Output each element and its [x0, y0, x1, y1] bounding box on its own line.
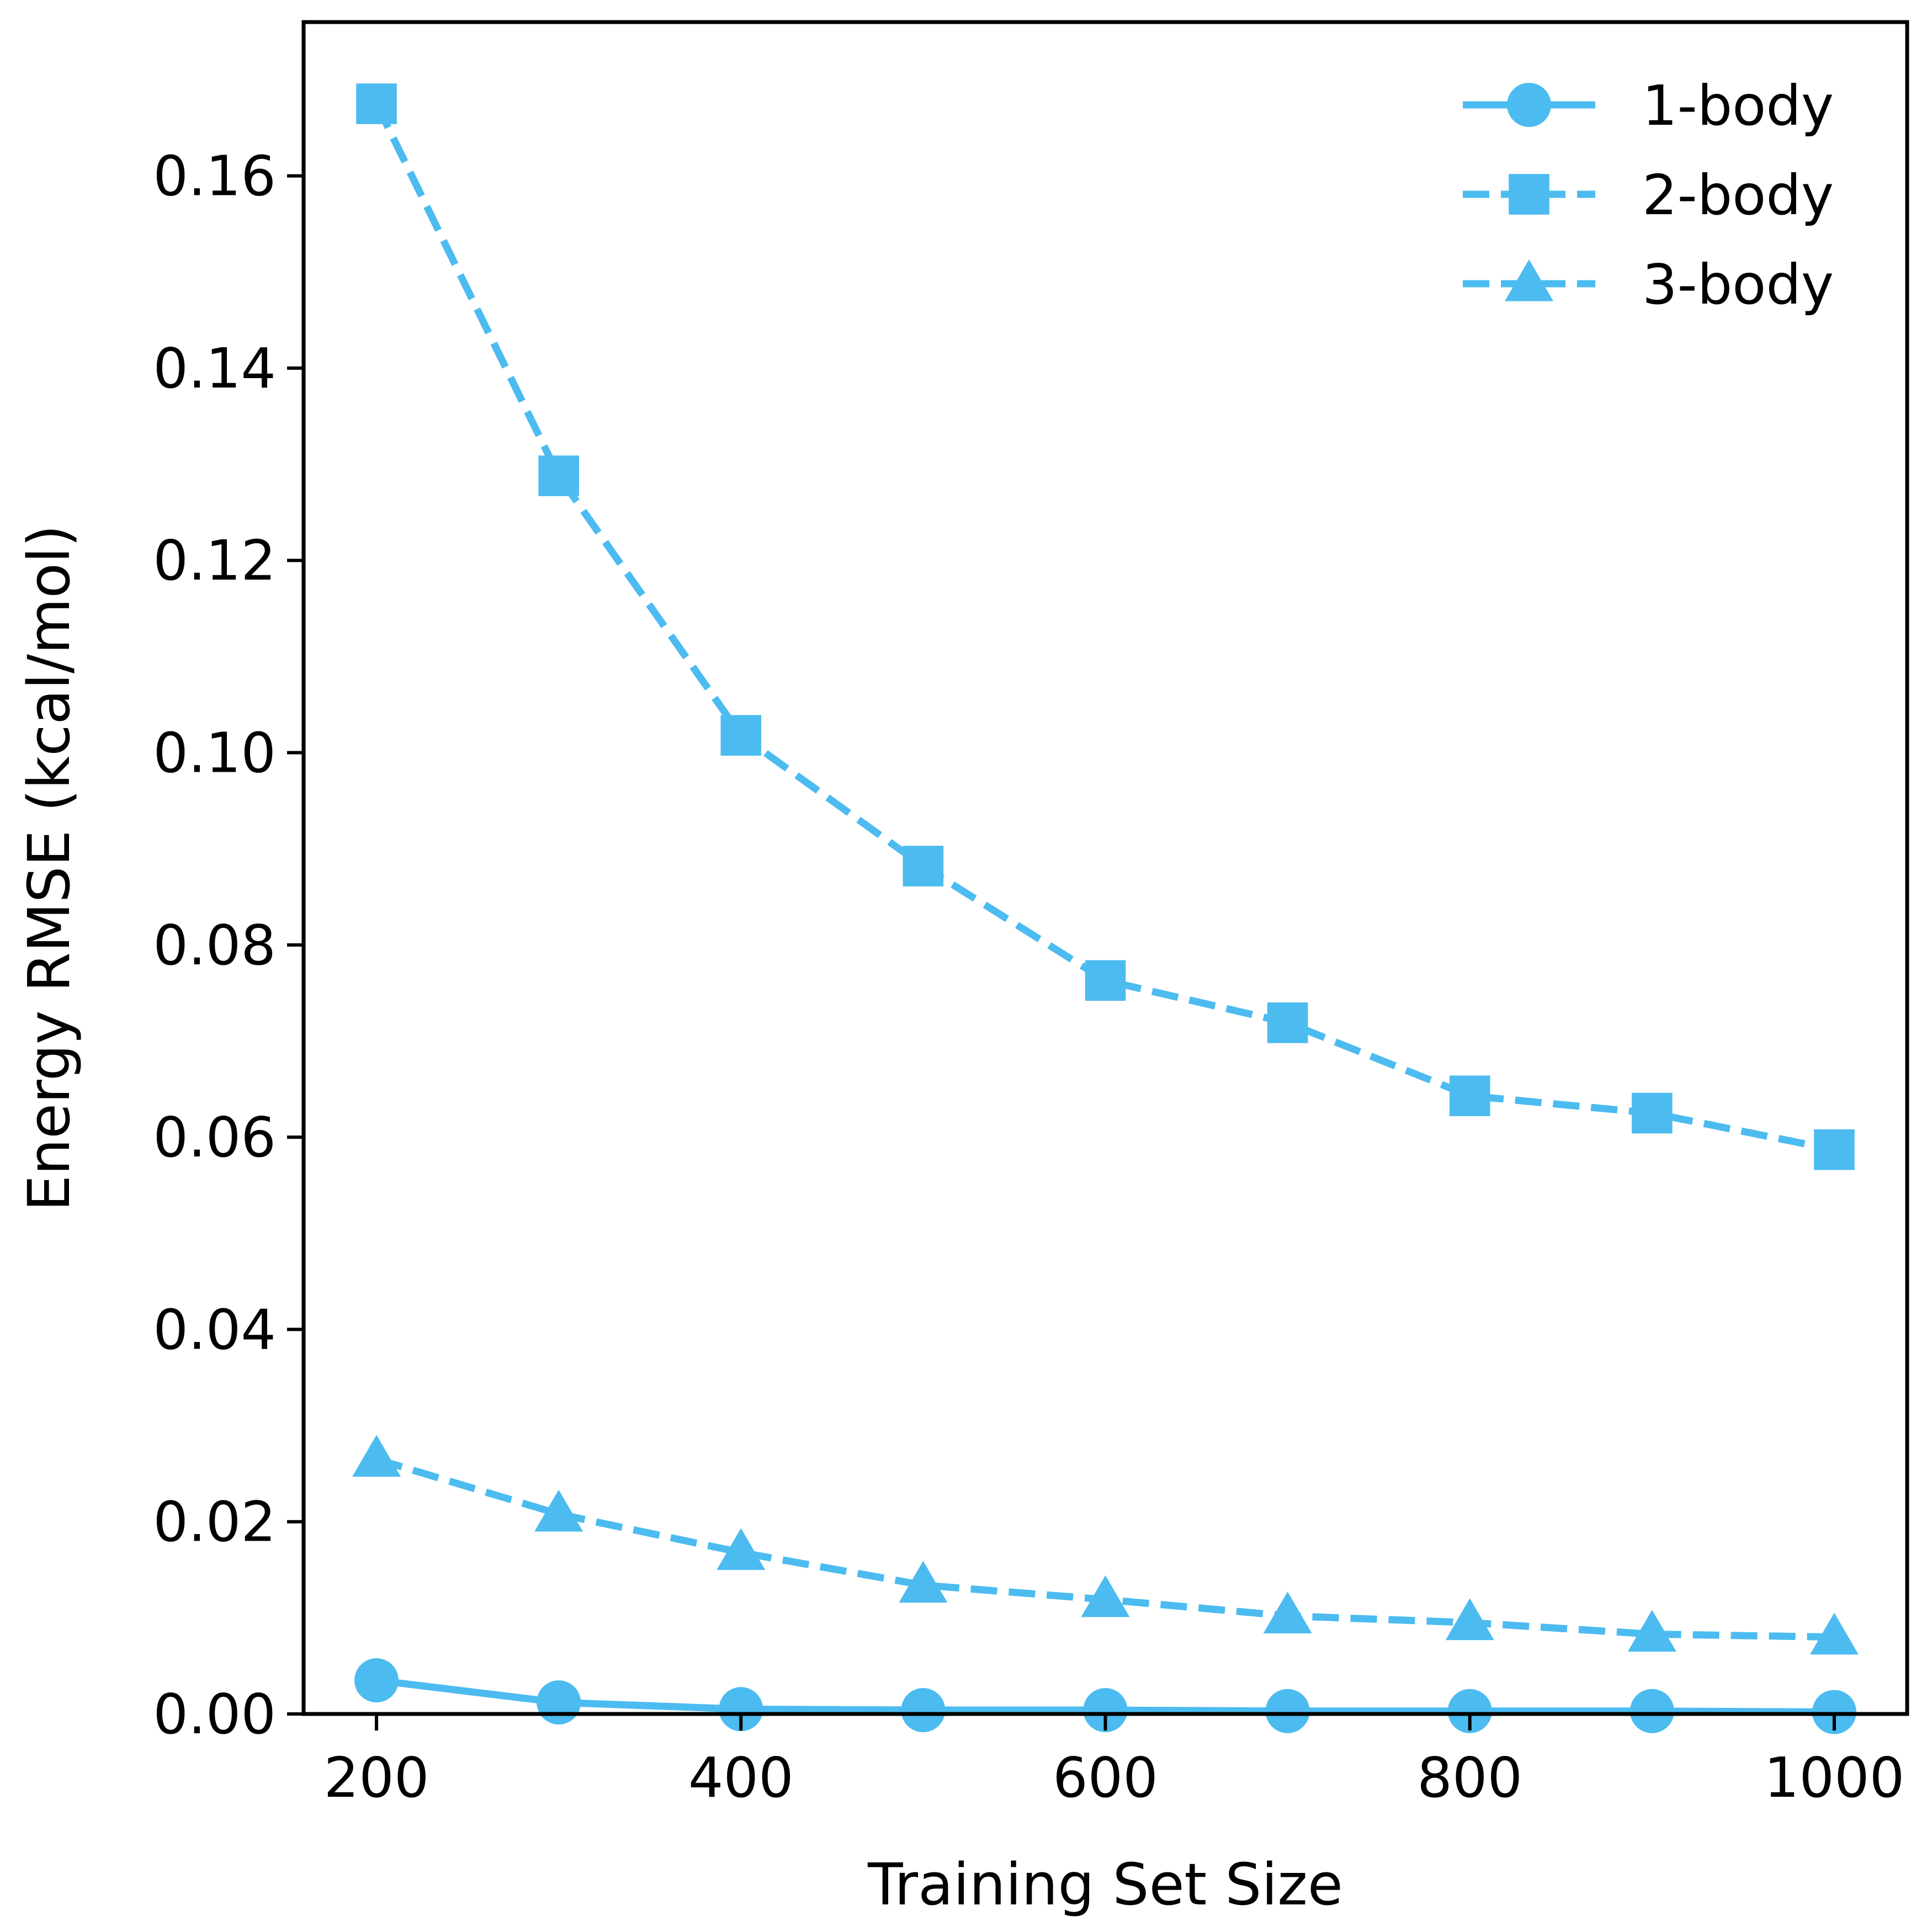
data-point	[1630, 1689, 1674, 1733]
data-point	[1809, 1612, 1859, 1655]
x-tick-label: 200	[324, 1745, 429, 1810]
data-point	[537, 1680, 581, 1725]
x-tick-label: 600	[1053, 1745, 1158, 1810]
x-axis: 200 400 600 800 1000	[324, 1714, 1905, 1810]
data-point	[719, 1687, 763, 1732]
legend-item: 2-body	[1463, 163, 1834, 227]
data-point	[1632, 1092, 1673, 1134]
legend-marker	[1509, 174, 1549, 215]
y-tick-label: 0.00	[153, 1682, 276, 1747]
data-point	[1814, 1129, 1855, 1170]
series-layer	[352, 83, 1859, 1734]
y-tick-label: 0.16	[153, 144, 276, 209]
data-point	[720, 715, 762, 756]
legend-label: 3-body	[1642, 252, 1834, 317]
data-point	[534, 1489, 583, 1532]
data-point	[899, 1561, 948, 1603]
series-3-body	[352, 1435, 1859, 1655]
legend-label: 2-body	[1642, 163, 1834, 227]
series-2-body	[356, 83, 1855, 1170]
data-point	[1267, 1002, 1308, 1043]
data-point	[1263, 1591, 1312, 1634]
data-point	[538, 455, 579, 496]
legend-label: 1-body	[1642, 73, 1834, 138]
data-point	[1447, 1689, 1492, 1733]
data-point	[352, 1435, 401, 1477]
data-point	[1265, 1689, 1310, 1733]
legend-marker	[1507, 83, 1551, 127]
y-tick-label: 0.02	[153, 1490, 276, 1554]
data-point	[1083, 1688, 1128, 1733]
data-point	[1449, 1075, 1490, 1117]
x-tick-label: 1000	[1764, 1745, 1905, 1810]
data-point	[354, 1658, 399, 1703]
y-tick-label: 0.06	[153, 1105, 276, 1170]
data-point	[1627, 1610, 1676, 1652]
data-point	[1085, 960, 1126, 1001]
data-point	[1445, 1598, 1494, 1641]
data-point	[903, 846, 944, 887]
legend-item: 3-body	[1463, 252, 1834, 317]
y-axis: 0.00 0.02 0.04 0.06 0.08 0.10 0.12 0.14 0.16	[153, 144, 304, 1747]
data-point	[901, 1688, 946, 1733]
data-point	[356, 83, 397, 124]
y-tick-label: 0.08	[153, 913, 276, 978]
y-tick-label: 0.14	[153, 336, 276, 401]
data-point	[1081, 1575, 1130, 1617]
x-tick-label: 800	[1417, 1745, 1522, 1810]
series-line	[373, 102, 1835, 1154]
y-tick-label: 0.12	[153, 528, 276, 593]
x-tick-label: 400	[688, 1745, 794, 1810]
x-axis-label: Training Set Size	[867, 1851, 1343, 1918]
y-tick-label: 0.04	[153, 1297, 276, 1362]
y-axis-label: Energy RMSE (kcal/mol)	[15, 525, 83, 1212]
legend-item: 1-body	[1463, 73, 1834, 138]
y-tick-label: 0.10	[153, 721, 276, 785]
legend-marker	[1505, 259, 1553, 301]
legend: 1-body 2-body 3-body	[1463, 73, 1834, 317]
data-point	[716, 1528, 766, 1570]
